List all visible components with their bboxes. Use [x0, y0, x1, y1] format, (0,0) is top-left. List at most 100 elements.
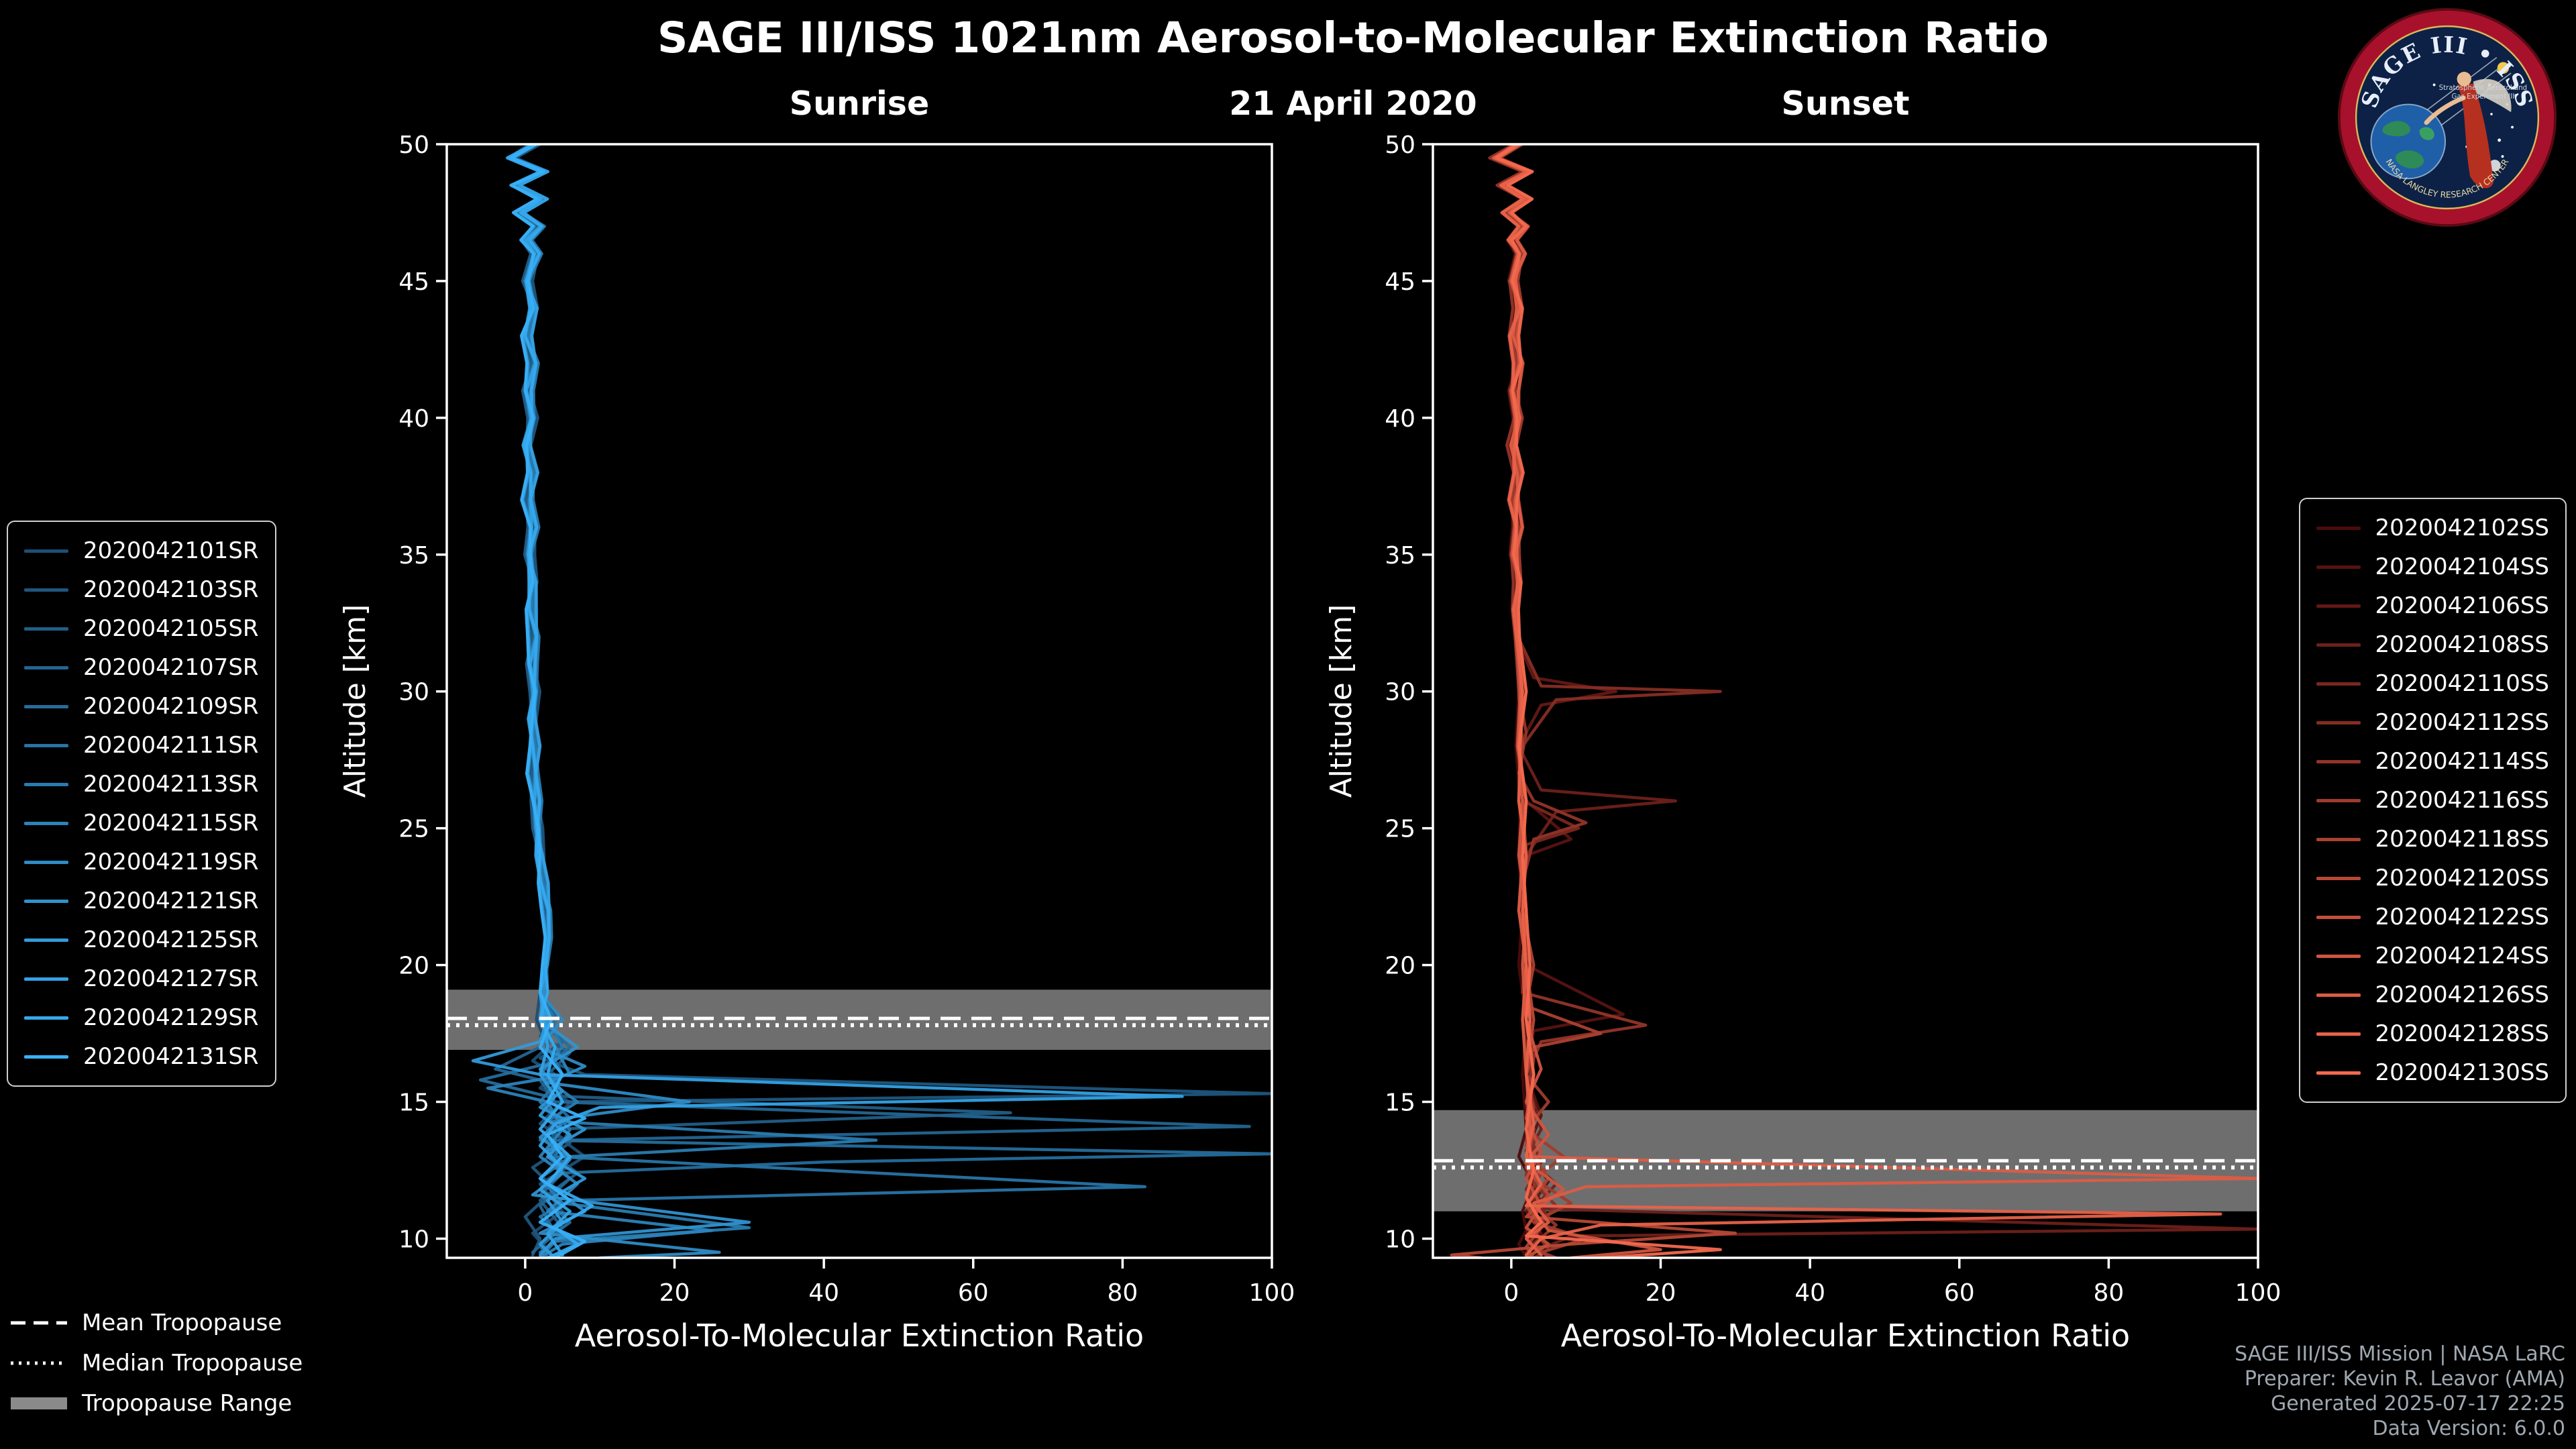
series-line-2020042130SS [1495, 144, 1722, 1258]
series-line-2020042119SR [509, 144, 721, 1258]
legend-item: 2020042109SR [24, 687, 259, 726]
series-line-2020042122SS [1495, 144, 1550, 1258]
legend-item: 2020042121SR [24, 881, 259, 920]
legend-item: 2020042101SR [24, 531, 259, 570]
y-tick-label: 25 [1385, 816, 1415, 843]
legend-line-swatch [2316, 526, 2361, 530]
credit-line: Data Version: 6.0.0 [2372, 1417, 2565, 1440]
series-line-2020042101SR [505, 144, 587, 1258]
legend-item: 2020042119SR [24, 843, 259, 881]
legend-line-swatch [24, 860, 68, 864]
legend-label: 2020042111SR [83, 732, 259, 759]
legend-item: 2020042114SS [2316, 742, 2549, 781]
x-tick-label: 80 [2093, 1279, 2124, 1307]
legend-line-swatch [2316, 1032, 2361, 1036]
legend-line-swatch [24, 1055, 68, 1059]
x-axis-label: Aerosol-To-Molecular Extinction Ratio [1561, 1318, 2130, 1354]
patch-subtitle-line2: Gas Experiment III [2451, 93, 2514, 101]
axes-frame [1432, 143, 2259, 1259]
sage-iss-mission-patch: SAGE III • ISS NASA LANGLEY RESEARCH CEN… [2337, 7, 2557, 227]
sunset-panel-title: Sunset [1781, 85, 1910, 123]
tropopause-legend: Mean Tropopause Median Tropopause Tropopau… [11, 1303, 303, 1424]
legend-item: 2020042105SR [24, 609, 259, 648]
legend-label: 2020042129SR [83, 1004, 259, 1031]
legend-line-swatch [2316, 798, 2361, 802]
legend-line-swatch [2316, 1071, 2361, 1075]
legend-line-swatch [24, 899, 68, 903]
legend-line-swatch [24, 588, 68, 592]
legend-line-swatch [2316, 759, 2361, 763]
series-line-2020042113SR [508, 144, 878, 1258]
y-tick-label: 15 [398, 1089, 429, 1117]
x-axis-label: Aerosol-To-Molecular Extinction Ratio [575, 1318, 1144, 1354]
credit-line: Generated 2025-07-17 22:25 [2270, 1392, 2565, 1415]
legend-line-swatch [2316, 915, 2361, 919]
legend-label: 2020042104SS [2375, 553, 2549, 580]
legend-item: 2020042130SS [2316, 1053, 2549, 1092]
y-tick-label: 30 [1385, 679, 1415, 706]
sunrise-plot: 0 20 40 60 80 100 10 15 20 25 30 35 40 45 50 Aerosol-To… [338, 131, 1295, 1354]
legend-item: 2020042124SS [2316, 936, 2549, 975]
series-line-2020042109SR [478, 144, 1272, 1258]
tropopause-legend-label: Tropopause Range [82, 1390, 292, 1417]
x-tick-label: 80 [1107, 1279, 1138, 1307]
legend-item: 2020042126SS [2316, 975, 2549, 1014]
series-line-2020042116SS [1498, 144, 1588, 1258]
x-tick-label: 40 [808, 1279, 839, 1307]
sunrise-panel-title: Sunrise [789, 85, 930, 123]
legend-line-swatch [2316, 604, 2361, 608]
y-tick-label: 15 [1385, 1089, 1415, 1117]
tropopause-range-band [1433, 1110, 2258, 1212]
legend-label: 2020042105SR [83, 615, 259, 642]
legend-label: 2020042110SS [2375, 670, 2549, 697]
tropopause-legend-label: Median Tropopause [82, 1350, 303, 1377]
legend-label: 2020042125SR [83, 926, 259, 953]
legend-label: 2020042124SS [2375, 943, 2549, 969]
sunset-plot: 0 20 40 60 80 100 10 15 20 25 30 35 40 45 50 Aerosol-To… [1324, 131, 2281, 1354]
series-line-2020042103SR [514, 144, 1272, 1257]
x-tick-label: 0 [1503, 1279, 1519, 1307]
y-tick-label: 10 [1385, 1226, 1415, 1253]
y-tick-label: 25 [398, 816, 429, 843]
legend-label: 2020042121SR [83, 888, 259, 914]
x-tick-label: 60 [958, 1279, 989, 1307]
legend-item: 2020042129SR [24, 998, 259, 1037]
legend-item: 2020042128SS [2316, 1014, 2549, 1053]
series-line-2020042114SS [1488, 144, 1648, 1258]
legend-line-swatch [24, 549, 68, 553]
legend-item: 2020042118SS [2316, 820, 2549, 859]
series-line-2020042128SS [1496, 144, 2222, 1257]
x-tick-label: 0 [517, 1279, 533, 1307]
legend-line-swatch [2316, 720, 2361, 724]
series-line-2020042104SS [1498, 144, 1625, 1254]
series-line-2020042127SR [510, 144, 1184, 1257]
series-line-2020042107SR [494, 144, 1251, 1254]
legend-line-swatch [24, 665, 68, 669]
sun-icon [2497, 62, 2510, 74]
series-line-2020042106SS [1491, 144, 1617, 1252]
x-tick-label: 100 [1249, 1279, 1295, 1307]
legend-line-swatch [24, 977, 68, 981]
credit-line: Preparer: Kevin R. Leavor (AMA) [2244, 1367, 2565, 1391]
legend-item: 2020042120SS [2316, 859, 2549, 898]
tropopause-range-band [447, 989, 1272, 1050]
y-tick-label: 40 [1385, 405, 1415, 433]
tropopause-legend-item: Mean Tropopause [11, 1303, 303, 1343]
legend-label: 2020042101SR [83, 537, 259, 564]
series-line-2020042110SS [1496, 144, 1580, 1257]
legend-line-swatch [2316, 837, 2361, 841]
series-line-2020042126SS [1492, 144, 2258, 1257]
patch-gold-ring [2355, 25, 2540, 210]
series-line-2020042121SR [505, 144, 751, 1257]
series-line-2020042118SS [1493, 144, 1603, 1258]
legend-item: 2020042115SR [24, 804, 259, 843]
legend-item: 2020042122SS [2316, 898, 2549, 936]
y-tick-label: 50 [1385, 131, 1415, 159]
legend-label: 2020042127SR [83, 965, 259, 992]
legend-item: 2020042110SS [2316, 664, 2549, 703]
legend-label: 2020042103SR [83, 576, 259, 603]
legend-item: 2020042107SR [24, 648, 259, 687]
legend-item: 2020042111SR [24, 726, 259, 765]
legend-line-swatch [24, 627, 68, 631]
